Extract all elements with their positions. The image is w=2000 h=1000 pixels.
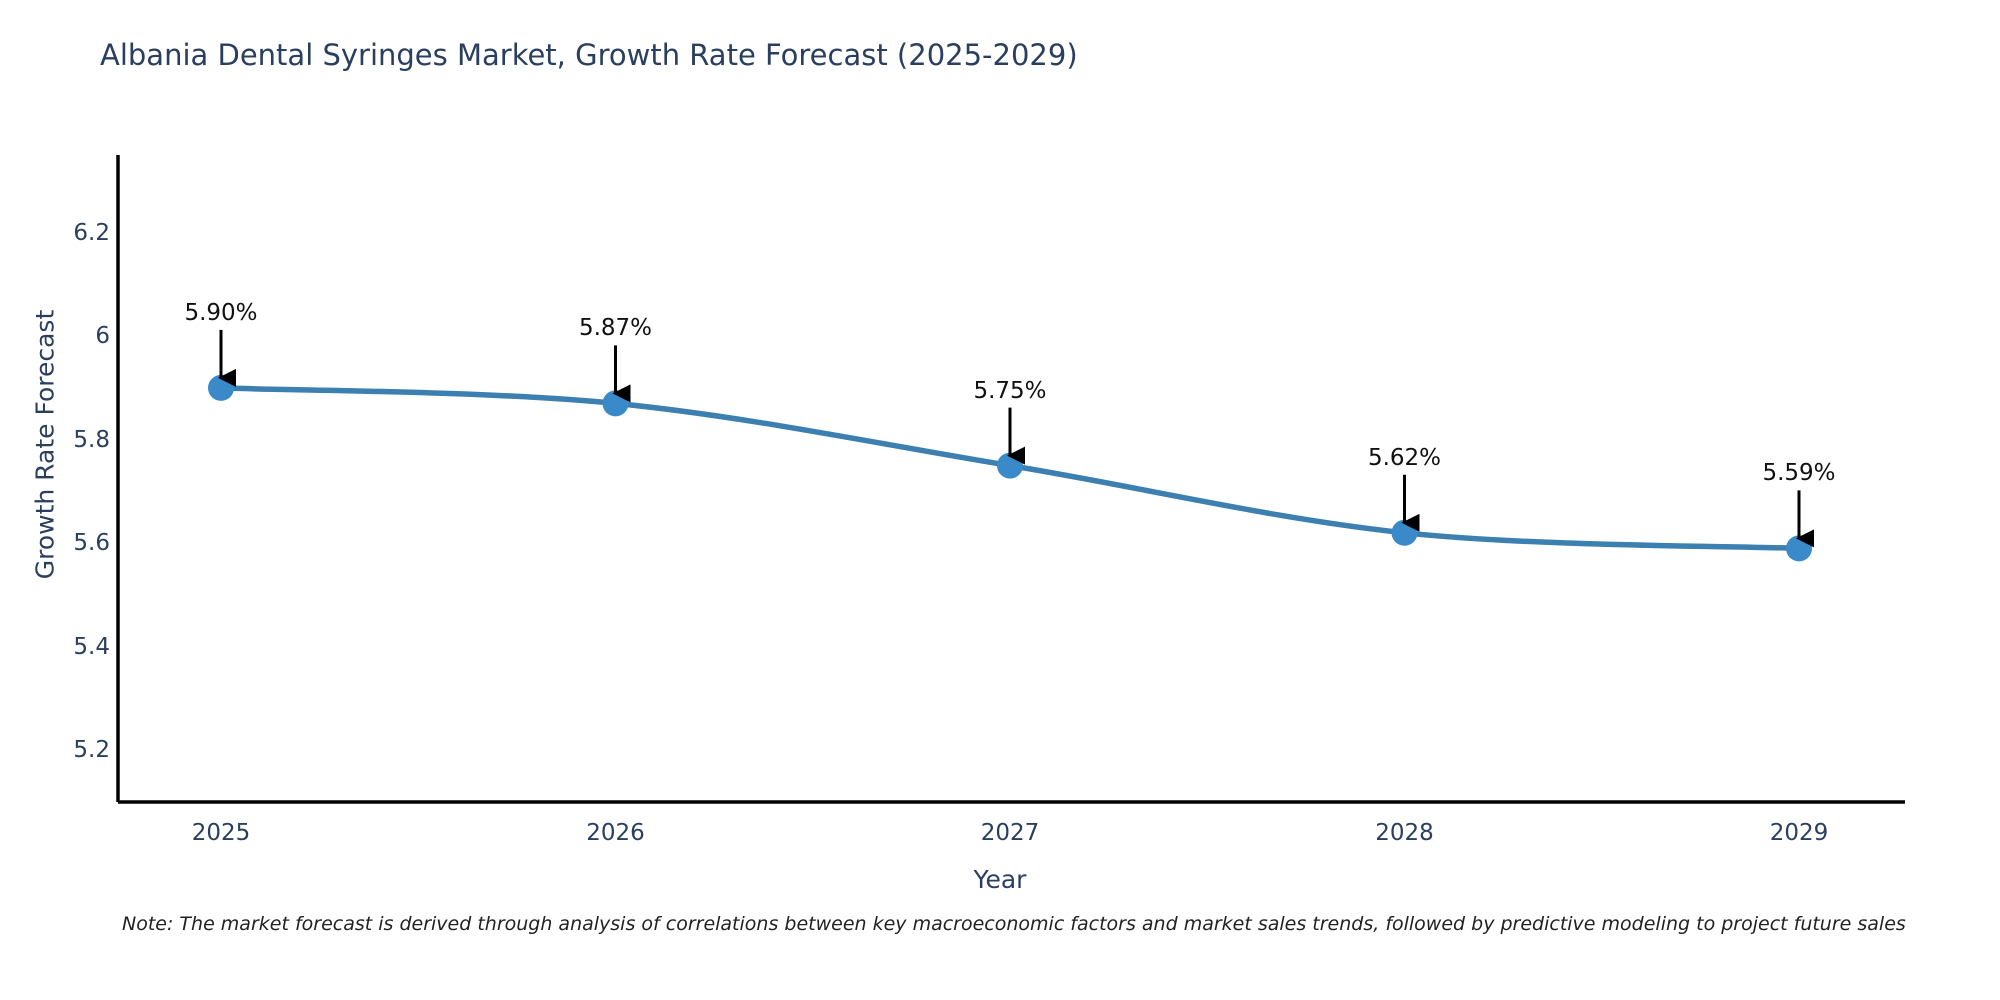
y-tick-label: 6.2 [73,219,110,246]
point-value-label: 5.90% [184,299,258,326]
annotation-arrows [218,329,1814,548]
chart-title: Albania Dental Syringes Market, Growth R… [100,38,1078,72]
data-point-marker[interactable] [997,452,1023,479]
y-tick-label: 5.4 [73,633,110,660]
data-point-marker[interactable] [602,390,629,417]
data-point-marker[interactable] [1786,535,1812,562]
x-tick-label: 2026 [586,820,645,846]
x-tick-label: 2027 [980,820,1040,846]
y-tick-label: 5.8 [73,426,110,453]
data-point-marker[interactable] [1391,519,1418,546]
data-point-marker[interactable] [208,374,234,401]
x-tick-label: 2025 [191,820,251,846]
y-tick-label: 5.2 [73,737,110,764]
y-tick-label: 5.6 [73,530,110,557]
point-value-label: 5.62% [1367,444,1442,471]
x-tick-label: 2029 [1769,820,1829,846]
y-tick-label: 6 [95,323,110,350]
point-value-label: 5.75% [973,377,1047,404]
x-axis-title: Year [973,865,1027,894]
chart-footnote: Note: The market forecast is derived thr… [122,913,1906,935]
x-tick-label: 2028 [1375,820,1434,846]
point-value-label: 5.87% [578,315,653,342]
point-value-label: 5.59% [1762,460,1836,487]
